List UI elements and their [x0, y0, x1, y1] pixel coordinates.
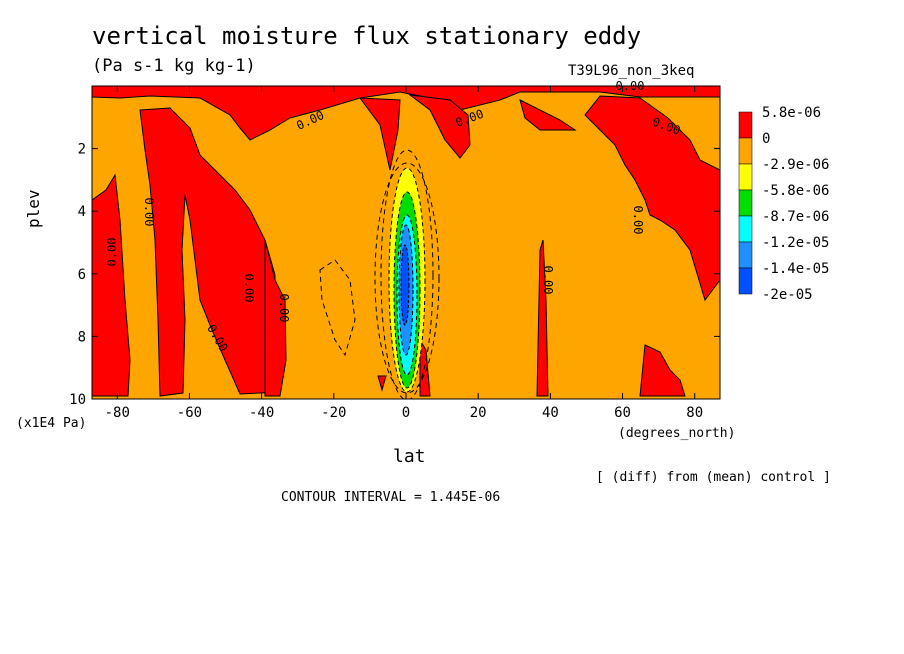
colorbar-swatch	[738, 267, 753, 295]
x-tick-label: -20	[321, 405, 346, 421]
y-tick-label: 10	[69, 392, 86, 408]
x-axis-units: (degrees_north)	[618, 426, 736, 441]
colorbar-label: -2e-05	[762, 287, 813, 303]
colorbar-label: -1.2e-05	[762, 235, 829, 251]
positive-region-sh-mid	[264, 239, 287, 397]
colorbar-swatch	[738, 189, 753, 217]
positive-region-top-band	[92, 86, 720, 141]
x-tick-label: -40	[249, 405, 274, 421]
x-tick-label: 0	[402, 405, 410, 421]
contour-label: 0.00	[616, 79, 645, 93]
contour-label: 0.00	[105, 238, 119, 267]
positive-region-nh-column	[584, 95, 720, 302]
x-tick-label: 60	[614, 405, 631, 421]
contour-interval-note: CONTOUR INTERVAL = 1.445E-06	[281, 490, 501, 505]
chart-title: vertical moisture flux stationary eddy	[92, 22, 642, 50]
dashed-contour	[374, 162, 440, 394]
positive-region-nh-upper	[519, 99, 577, 131]
y-tick-label: 6	[78, 267, 86, 283]
colorbar-label: -8.7e-06	[762, 209, 829, 225]
positive-region-upper-mid	[358, 97, 401, 171]
colorbar-swatch	[738, 111, 753, 139]
x-ticks: -80 -60 -40 -20 0 20 40 60 80	[105, 86, 703, 421]
y-axis-units: (x1E4 Pa)	[16, 416, 87, 431]
x-axis-label: lat	[393, 446, 426, 467]
y-tick-label: 2	[78, 142, 86, 158]
colorbar-label: -2.9e-06	[762, 157, 829, 173]
positive-region-nh-spike	[536, 239, 549, 397]
dashed-contour	[380, 149, 434, 399]
colorbar-swatch	[738, 137, 753, 165]
positive-region-upper-right	[408, 94, 471, 159]
colorbar: 5.8e-06 0 -2.9e-06 -5.8e-06 -8.7e-06 -1.2e-05…	[738, 105, 829, 303]
positive-region-eq-lower	[419, 338, 431, 397]
dashed-contour	[319, 259, 356, 357]
colorbar-swatch	[738, 215, 753, 243]
colorbar-label: -5.8e-06	[762, 183, 829, 199]
y-tick-label: 4	[78, 204, 86, 220]
colorbar-label: 0	[762, 131, 770, 147]
y-tick-label: 8	[78, 329, 86, 345]
x-tick-label: 20	[470, 405, 487, 421]
chart-units: (Pa s-1 kg kg-1)	[92, 56, 256, 76]
positive-region-eq-left	[377, 375, 387, 392]
run-label: T39L96_non_3keq	[568, 63, 695, 79]
positive-region-nh-lower	[639, 344, 686, 397]
x-tick-label: -80	[105, 405, 130, 421]
positive-region-sh-west	[92, 173, 131, 397]
negative-region-dark-blue	[400, 244, 410, 326]
contour-label: 0.00	[631, 206, 645, 235]
x-tick-label: 40	[542, 405, 559, 421]
x-tick-label: 80	[686, 405, 703, 421]
contour-fill-layer	[92, 86, 720, 399]
contour-label: 0.00	[541, 266, 555, 295]
colorbar-label: -1.4e-05	[762, 261, 829, 277]
contour-label: 0.00	[242, 274, 256, 303]
colorbar-swatch	[738, 241, 753, 269]
colorbar-label: 5.8e-06	[762, 105, 821, 121]
positive-region-sh-column	[139, 107, 281, 397]
contour-label: 0.00	[277, 294, 291, 323]
diff-note: [ (diff) from (mean) control ]	[596, 470, 831, 485]
x-tick-label: -60	[177, 405, 202, 421]
y-ticks: 2 4 6 8 10	[69, 142, 720, 408]
colorbar-swatch	[738, 163, 753, 191]
contour-label: 0.00	[142, 198, 156, 227]
